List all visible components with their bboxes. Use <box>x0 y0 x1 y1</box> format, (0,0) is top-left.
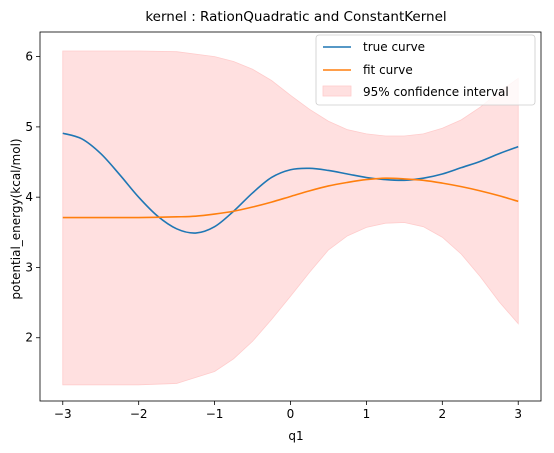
y-tick-label: 3 <box>25 260 33 274</box>
true-curve-line <box>62 132 519 234</box>
y-tick-label: 2 <box>25 331 33 345</box>
y-tick-label: 5 <box>25 120 33 134</box>
legend-label-fit-curve: fit curve <box>363 63 413 77</box>
x-tick-label: −3 <box>54 407 72 421</box>
legend-swatch-confidence-interval <box>322 85 352 97</box>
legend-box <box>315 34 536 106</box>
fit-curve-line <box>62 177 519 219</box>
chart-title: kernel : RationQuadratic and ConstantKer… <box>145 9 446 25</box>
x-tick-label: 0 <box>287 407 295 421</box>
x-axis-ticks: −3 −2 −1 0 1 2 3 <box>54 401 522 421</box>
y-tick-label: 4 <box>25 190 33 204</box>
x-tick-label: −2 <box>130 407 148 421</box>
plot-layer <box>62 50 519 386</box>
y-axis-ticks: 2 3 4 5 6 <box>25 50 40 345</box>
legend-label-confidence-interval: 95% confidence interval <box>363 85 509 99</box>
confidence-interval-band <box>62 50 519 386</box>
x-tick-label: 3 <box>514 407 522 421</box>
y-axis-label: potential_energy(kcal/mol) <box>9 138 23 299</box>
x-tick-label: 1 <box>363 407 371 421</box>
y-tick-label: 6 <box>25 50 33 64</box>
legend-label-true-curve: true curve <box>363 40 425 54</box>
x-axis-label: q1 <box>288 429 303 443</box>
legend: true curve fit curve 95% confidence inte… <box>315 34 536 106</box>
x-tick-label: −1 <box>206 407 224 421</box>
x-tick-label: 2 <box>438 407 446 421</box>
